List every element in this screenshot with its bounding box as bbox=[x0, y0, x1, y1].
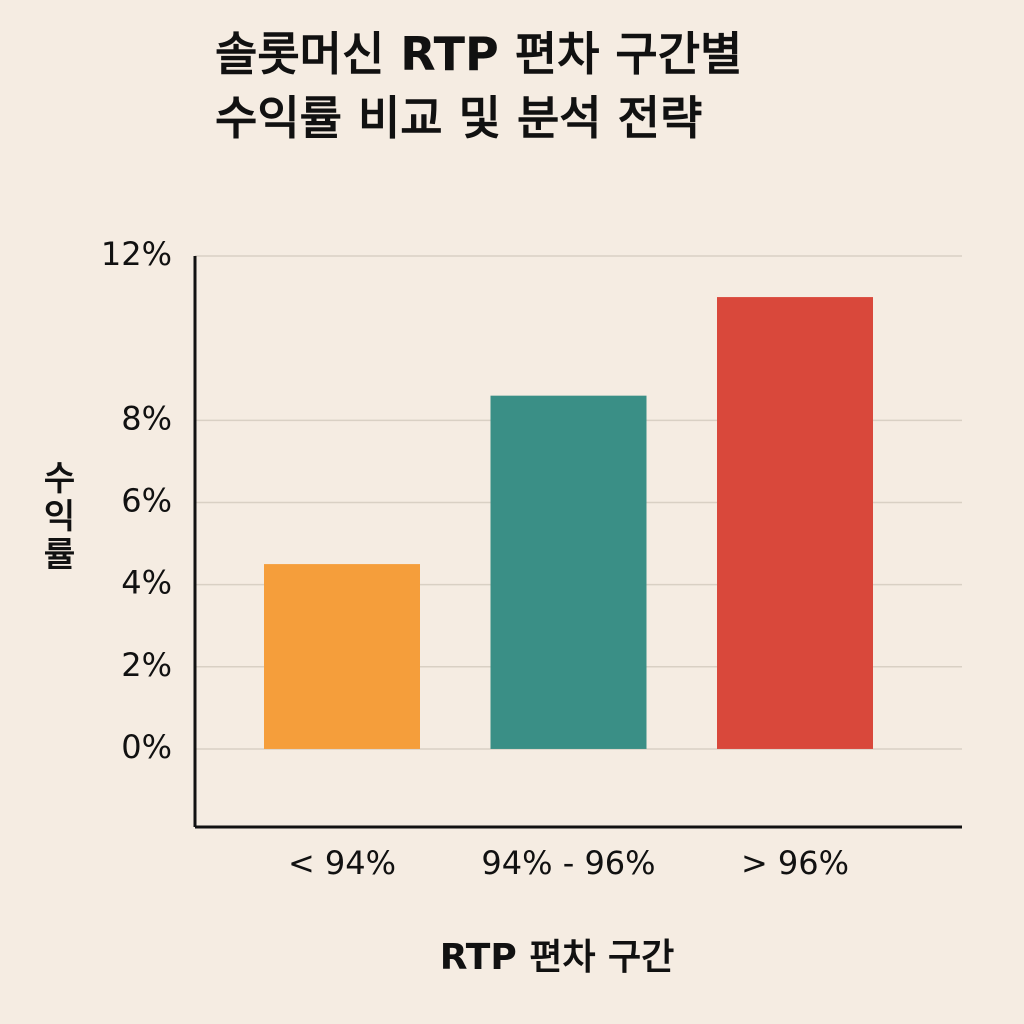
bar bbox=[264, 564, 420, 749]
bar bbox=[717, 297, 873, 749]
chart-title: 솔롯머신 RTP 편차 구간별 수익률 비교 및 분석 전략 bbox=[215, 22, 742, 150]
y-tick-label: 8% bbox=[121, 399, 172, 437]
y-tick-label: 0% bbox=[121, 728, 172, 766]
x-tick-label: > 96% bbox=[741, 844, 849, 882]
x-tick-label: < 94% bbox=[288, 844, 396, 882]
y-tick-label: 12% bbox=[101, 235, 172, 273]
subtitle: 수익률 비교 및 분석 전략 bbox=[215, 91, 703, 145]
y-axis-label: 수익률 bbox=[36, 460, 76, 574]
y-tick-label: 6% bbox=[121, 481, 172, 519]
y-tick-label: 4% bbox=[121, 564, 172, 602]
y-tick-label: 2% bbox=[121, 646, 172, 684]
x-tick-label: 94% - 96% bbox=[481, 844, 655, 882]
title-line: 솔롯머신 RTP 편차 구간별 bbox=[215, 27, 743, 81]
bar bbox=[490, 395, 647, 749]
x-axis-label: RTP 편차 구간 bbox=[439, 937, 675, 978]
